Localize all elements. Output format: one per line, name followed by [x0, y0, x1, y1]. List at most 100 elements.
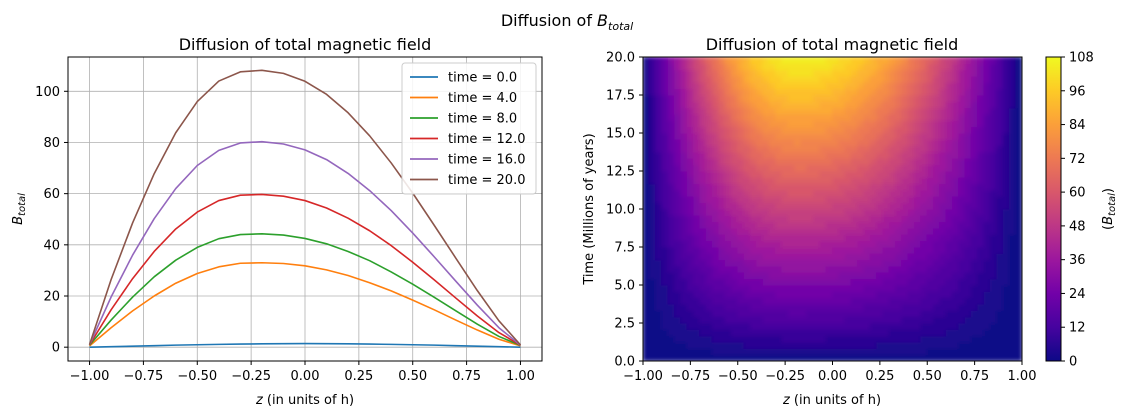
- heatmap-cell: [876, 132, 884, 140]
- heatmap-cell: [876, 183, 884, 191]
- heatmap-cell: [737, 126, 745, 134]
- heatmap-cell: [1008, 107, 1017, 115]
- heatmap-cell: [857, 145, 865, 153]
- heatmap-cell: [711, 145, 720, 153]
- heatmap-cell: [876, 57, 884, 64]
- heatmap-cell: [920, 94, 928, 102]
- heatmap-cell: [686, 113, 695, 121]
- heatmap-cell: [869, 265, 878, 273]
- heatmap-cell: [958, 265, 966, 273]
- heatmap-cell: [952, 221, 960, 229]
- heatmap-cell: [952, 240, 960, 248]
- heatmap-cell: [964, 81, 972, 90]
- heatmap-cell: [643, 69, 650, 77]
- heatmap-cell: [869, 328, 878, 337]
- heatmap-cell: [920, 354, 928, 361]
- heatmap-cell: [806, 57, 815, 64]
- heatmap-cell: [914, 202, 922, 210]
- heatmap-cell: [775, 297, 783, 305]
- heatmap-cell: [756, 138, 764, 147]
- heatmap-cell: [806, 278, 815, 286]
- heatmap-cell: [844, 62, 852, 71]
- heatmap-cell: [832, 303, 840, 311]
- heatmap-cell: [939, 278, 947, 286]
- heatmap-cell: [680, 170, 688, 178]
- heatmap-cell: [730, 176, 739, 185]
- heatmap-cell: [667, 208, 676, 216]
- heatmap-cell: [787, 126, 796, 134]
- heatmap-cell: [705, 354, 713, 361]
- heatmap-cell: [1015, 170, 1022, 178]
- heatmap-cell: [1015, 335, 1022, 343]
- heatmap-cell: [711, 100, 720, 109]
- heatmap-cell: [724, 335, 732, 343]
- heatmap-cell: [888, 157, 897, 166]
- heatmap-cell: [933, 208, 941, 216]
- heatmap-cell: [737, 221, 745, 229]
- heatmap-cell: [825, 290, 833, 299]
- heatmap-cell: [850, 208, 859, 216]
- heatmap-cell: [939, 252, 947, 261]
- heatmap-cell: [794, 278, 802, 286]
- heatmap-cell: [643, 183, 650, 191]
- heatmap-cell: [643, 170, 650, 178]
- heatmap-cell: [901, 151, 909, 159]
- heatmap-cell: [661, 278, 669, 286]
- heatmap-cell: [781, 62, 789, 71]
- heatmap-cell: [737, 227, 745, 235]
- heatmap-cell: [781, 183, 789, 191]
- series-line: [88, 69, 522, 346]
- heatmap-cell: [661, 335, 669, 343]
- heatmap-cell: [888, 328, 897, 337]
- heatmap-cell: [920, 202, 928, 210]
- heatmap-cell: [888, 221, 897, 229]
- heatmap-cell: [901, 208, 909, 216]
- heatmap-cell: [977, 316, 985, 324]
- heatmap-cell: [996, 221, 1004, 229]
- heatmap-cell: [648, 208, 657, 216]
- heatmap-cell: [952, 195, 960, 204]
- heatmap-cell: [775, 208, 783, 216]
- heatmap-cell: [825, 75, 833, 83]
- heatmap-cell: [869, 252, 878, 261]
- heatmap-cell: [730, 341, 739, 349]
- heatmap-cell: [643, 119, 650, 128]
- heatmap-cell: [882, 138, 890, 147]
- heatmap-cell: [743, 309, 751, 318]
- heatmap-cell: [977, 69, 985, 77]
- heatmap-cell: [819, 157, 827, 166]
- heatmap-cell: [850, 354, 859, 361]
- heatmap-cell: [724, 303, 732, 311]
- heatmap-cell: [699, 62, 707, 71]
- heatmap-cell: [863, 100, 871, 109]
- left-x-tick-label: −1.00: [70, 369, 110, 384]
- heatmap-cell: [686, 354, 695, 361]
- heatmap-cell: [907, 246, 916, 254]
- heatmap-cell: [895, 151, 903, 159]
- heatmap-cell: [718, 208, 726, 216]
- heatmap-cell: [711, 170, 720, 178]
- legend-entry: time = 12.0: [448, 132, 525, 147]
- heatmap-cell: [737, 119, 745, 128]
- heatmap-cell: [667, 246, 676, 254]
- heatmap-cell: [800, 202, 808, 210]
- heatmap-cell: [888, 145, 897, 153]
- heatmap-cell: [876, 202, 884, 210]
- heatmap-cell: [876, 113, 884, 121]
- heatmap-cell: [806, 151, 815, 159]
- heatmap-cell: [920, 233, 928, 242]
- heatmap-cell: [806, 100, 815, 109]
- heatmap-cell: [705, 145, 713, 153]
- heatmap-cell: [806, 341, 815, 349]
- heatmap-cell: [1008, 252, 1017, 261]
- heatmap-cell: [964, 227, 972, 235]
- heatmap-cell: [952, 265, 960, 273]
- heatmap-cell: [768, 335, 777, 343]
- heatmap-cell: [667, 151, 676, 159]
- heatmap-cell: [806, 347, 815, 356]
- heatmap-cell: [989, 303, 998, 311]
- heatmap-cell: [787, 322, 796, 330]
- heatmap-cell: [888, 227, 897, 235]
- heatmap-cell: [844, 259, 852, 267]
